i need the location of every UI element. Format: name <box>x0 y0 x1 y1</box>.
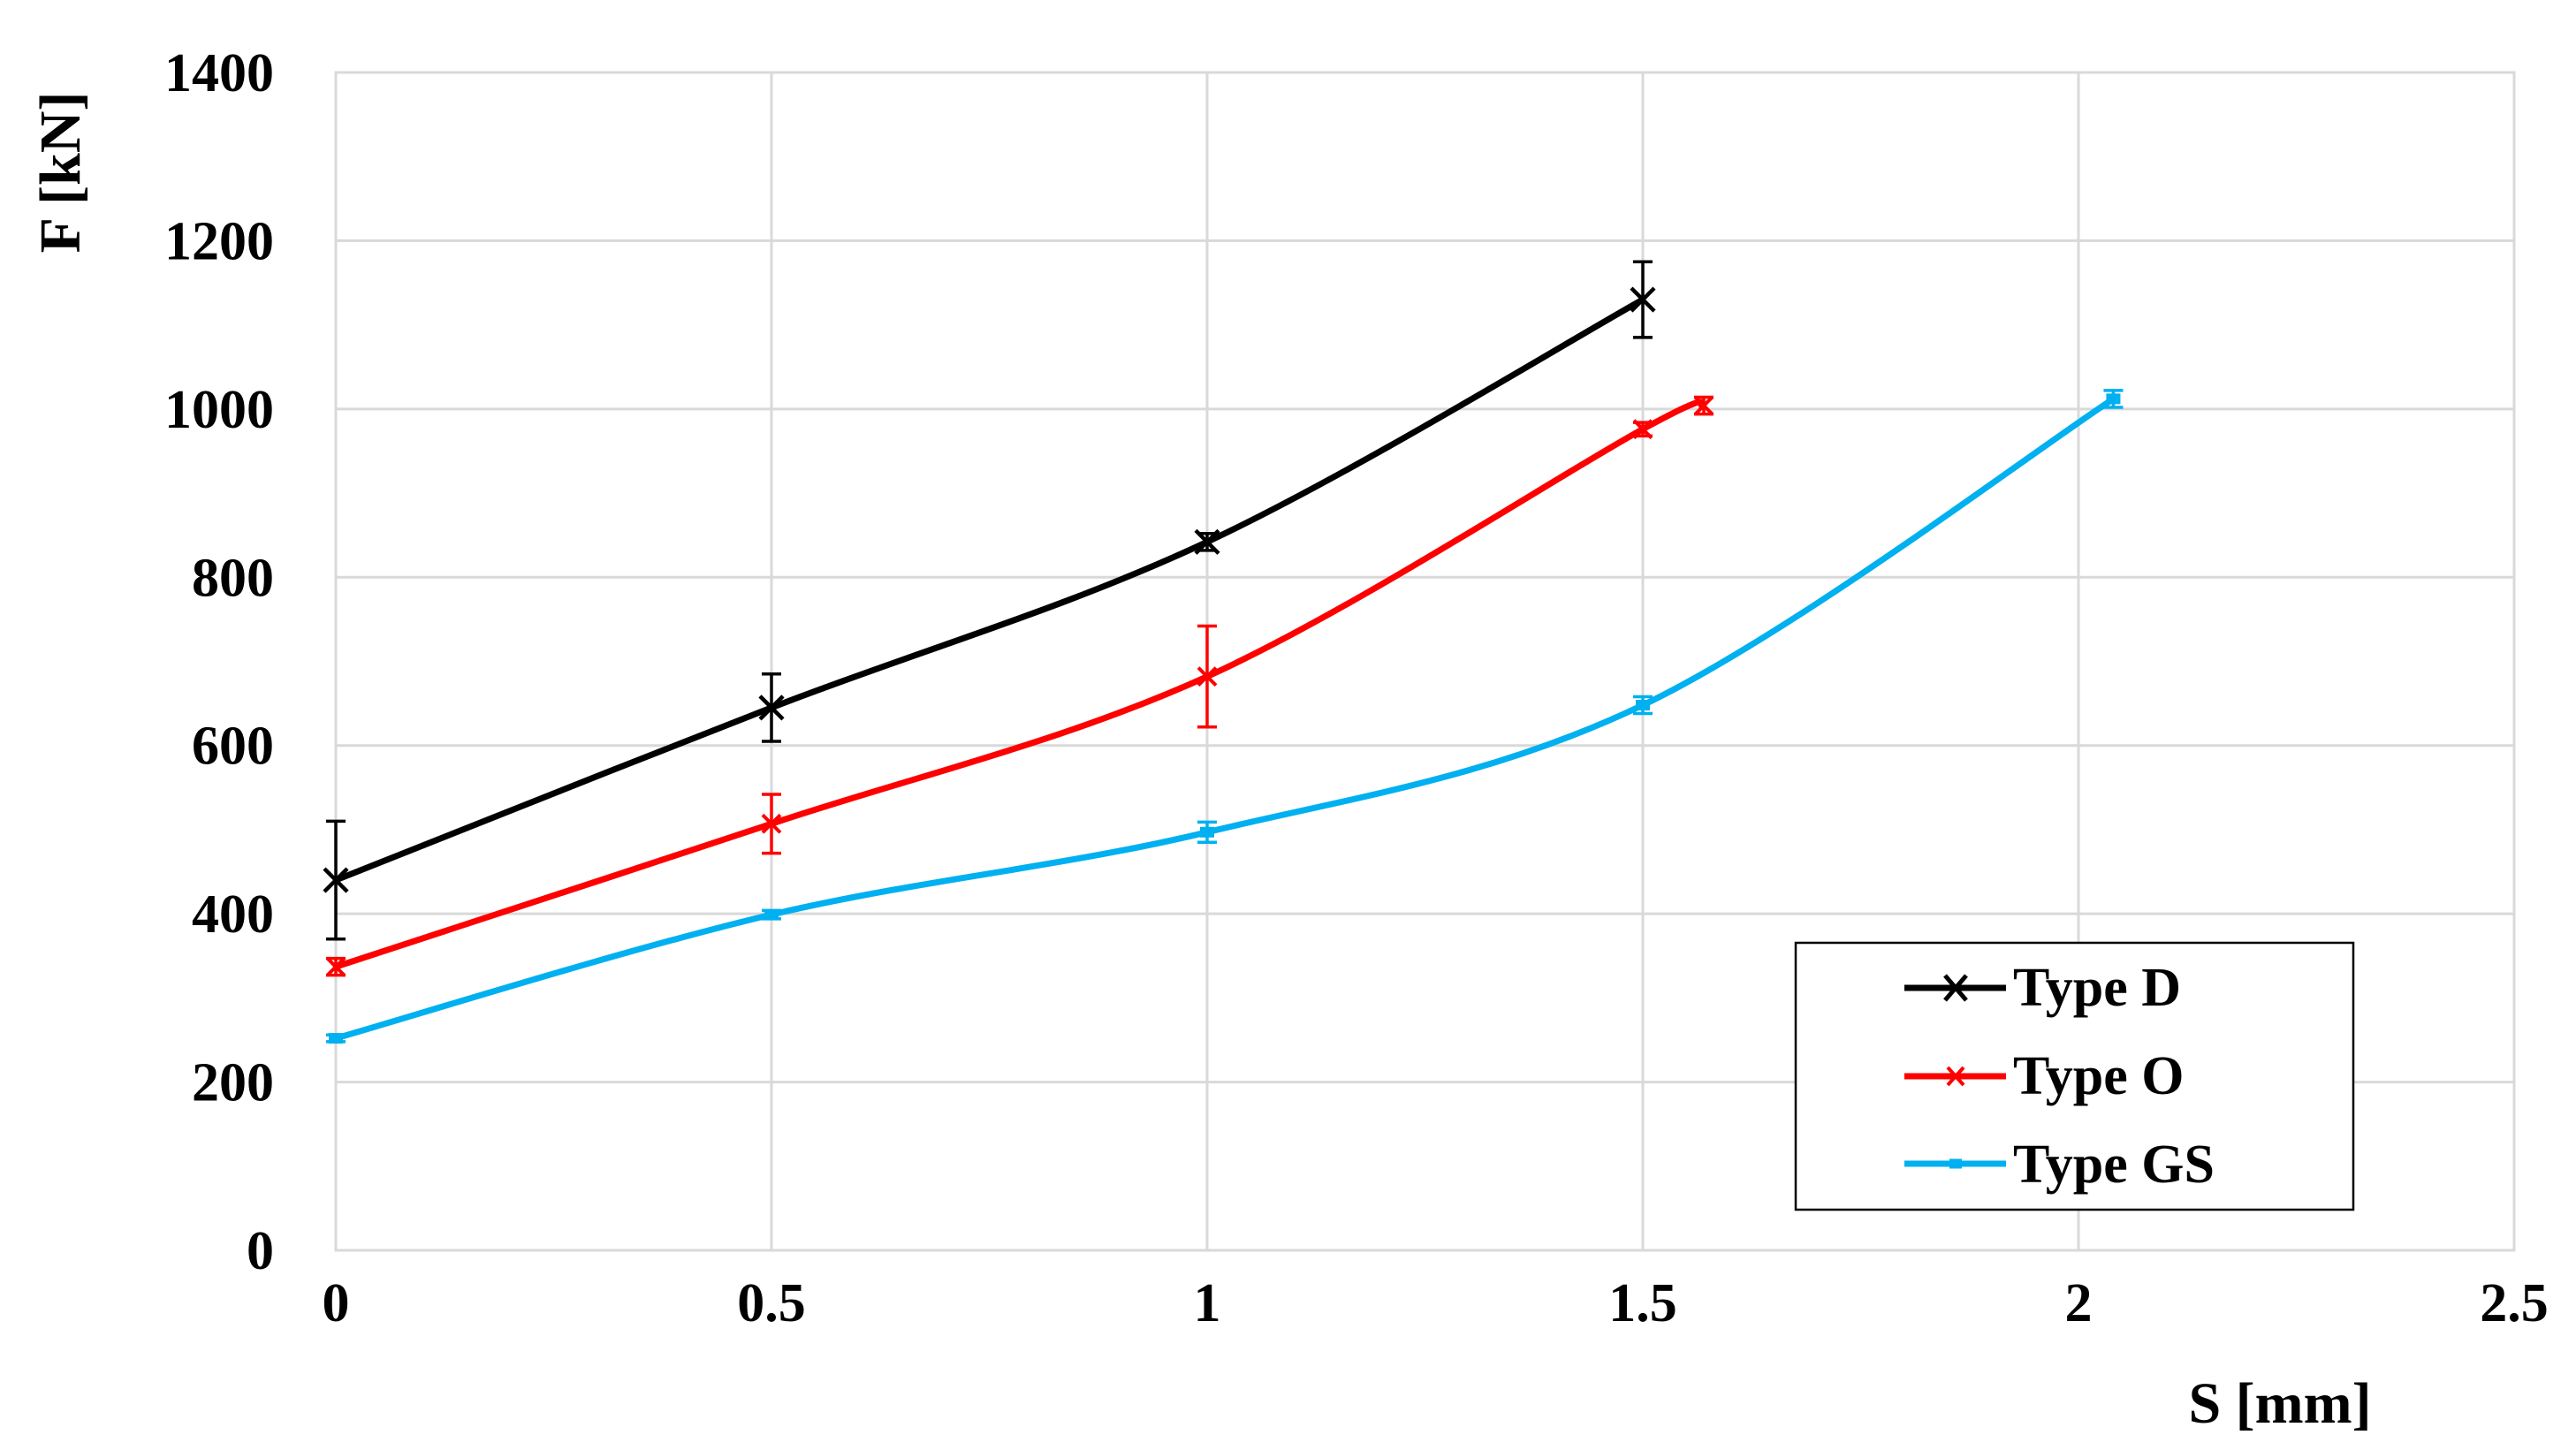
series-type-o <box>325 395 1714 977</box>
x-axis-title: S [mm] <box>2188 1371 2371 1436</box>
x-tick-label: 2.5 <box>2480 1273 2549 1333</box>
data-point-type-d <box>758 695 785 721</box>
data-point-type-o <box>325 956 346 977</box>
series-type-d <box>323 260 1656 941</box>
y-tick-label: 0 <box>247 1221 274 1281</box>
y-tick-label: 200 <box>192 1053 274 1113</box>
y-tick-label: 600 <box>192 717 274 777</box>
plot-border <box>334 71 2516 1252</box>
data-point-type-o <box>761 813 782 834</box>
legend-label-type-gs: Type GS <box>2013 1135 2215 1195</box>
x-tick-label: 1 <box>1194 1273 1221 1333</box>
x-tick-label: 2 <box>2065 1273 2093 1333</box>
legend: Type D Type O Type GS <box>1794 941 2355 1211</box>
data-point-type-d <box>1630 286 1656 313</box>
series-line-type-gs <box>335 396 2116 1042</box>
data-point-type-o <box>1632 419 1653 440</box>
legend-marker-type-d <box>1943 974 1968 1002</box>
x-tick-label: 1.5 <box>1608 1273 1677 1333</box>
tick-labels: 0 200 400 600 800 1000 1200 1400 0 0.5 1 1.5 2 2.5 <box>164 43 2549 1333</box>
legend-box <box>1794 941 2355 1211</box>
y-tick-label: 800 <box>192 548 274 608</box>
legend-label-type-d: Type D <box>2013 958 2181 1018</box>
series-layer <box>323 260 2124 1044</box>
data-point-type-d <box>1194 528 1220 555</box>
y-tick-label: 1200 <box>164 211 274 271</box>
data-point-type-o <box>1693 395 1714 416</box>
y-axis-title: F [kN] <box>28 92 93 254</box>
data-point-type-o <box>1197 666 1218 687</box>
y-tick-label: 400 <box>192 884 274 945</box>
legend-item-type-d: Type D <box>1904 958 2181 1018</box>
series-type-gs <box>326 389 2124 1044</box>
x-tick-label: 0 <box>323 1273 350 1333</box>
x-tick-label: 0.5 <box>737 1273 806 1333</box>
y-tick-label: 1400 <box>164 43 274 103</box>
legend-item-type-o: Type O <box>1904 1046 2184 1106</box>
legend-marker-type-o <box>1946 1066 1965 1087</box>
data-point-type-d <box>323 867 349 893</box>
plot-area <box>334 71 2516 1252</box>
series-line-type-d <box>334 297 1645 884</box>
y-tick-label: 1000 <box>164 380 274 440</box>
legend-label-type-o: Type O <box>2013 1046 2184 1106</box>
legend-item-type-gs: Type GS <box>1904 1135 2215 1195</box>
